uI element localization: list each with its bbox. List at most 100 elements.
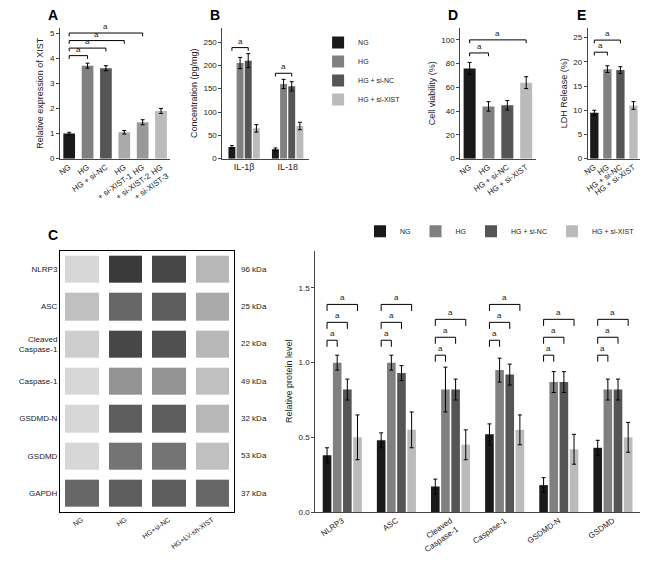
svg-text:1.5: 1.5 <box>298 284 310 293</box>
svg-text:37 kDa: 37 kDa <box>241 489 267 498</box>
svg-text:HG: HG <box>596 163 611 177</box>
svg-text:a: a <box>94 30 99 39</box>
svg-text:LDH Release (%): LDH Release (%) <box>559 58 569 128</box>
svg-text:0: 0 <box>50 154 55 163</box>
svg-text:a: a <box>551 326 556 335</box>
svg-text:a: a <box>438 344 443 353</box>
svg-text:a: a <box>502 293 507 302</box>
svg-text:HG: HG <box>76 163 91 177</box>
svg-text:HG + si-NC: HG + si-NC <box>511 228 547 235</box>
svg-text:IL-1β: IL-1β <box>234 162 255 172</box>
svg-text:80: 80 <box>446 59 455 68</box>
svg-text:96 kDa: 96 kDa <box>241 265 267 274</box>
svg-text:a: a <box>600 344 605 353</box>
svg-text:200: 200 <box>203 61 217 70</box>
svg-text:Cell viability (%): Cell viability (%) <box>427 61 437 125</box>
svg-text:IL-18: IL-18 <box>277 162 298 172</box>
svg-text:0: 0 <box>212 154 217 163</box>
svg-text:CleavedCaspase-1: CleavedCaspase-1 <box>19 335 58 354</box>
svg-text:a: a <box>492 329 497 338</box>
svg-text:a: a <box>384 329 389 338</box>
svg-text:0.5: 0.5 <box>298 433 310 442</box>
svg-text:a: a <box>477 42 482 51</box>
svg-text:HG+LV-sh-XIST: HG+LV-sh-XIST <box>170 515 215 550</box>
svg-text:NLRP3: NLRP3 <box>319 516 346 538</box>
svg-text:HG: HG <box>358 58 369 65</box>
svg-text:a: a <box>340 293 345 302</box>
svg-text:NLRP3: NLRP3 <box>32 265 58 274</box>
svg-text:a: a <box>389 311 394 320</box>
svg-text:a: a <box>610 308 615 317</box>
svg-text:40: 40 <box>446 107 455 116</box>
svg-text:a: a <box>556 308 561 317</box>
svg-text:HG+si-NC: HG+si-NC <box>141 516 171 540</box>
svg-text:250: 250 <box>203 38 217 47</box>
svg-text:HG + si-XIST: HG + si-XIST <box>486 163 530 198</box>
svg-text:a: a <box>546 344 551 353</box>
svg-text:A: A <box>48 7 58 23</box>
svg-text:1.0: 1.0 <box>298 358 310 367</box>
svg-text:0: 0 <box>450 154 455 163</box>
svg-text:HG+ si-XIST-2: HG+ si-XIST-2 <box>108 163 152 202</box>
svg-text:a: a <box>335 311 340 320</box>
svg-text:50: 50 <box>208 131 217 140</box>
svg-text:Caspase-1: Caspase-1 <box>471 516 508 546</box>
svg-text:CleavedCaspase-1: CleavedCaspase-1 <box>417 516 460 554</box>
svg-text:Concentration (pg/mg): Concentration (pg/mg) <box>189 49 199 139</box>
svg-text:NG: NG <box>358 39 369 46</box>
svg-text:a: a <box>281 62 286 71</box>
svg-text:B: B <box>210 7 220 23</box>
svg-text:15: 15 <box>573 82 582 91</box>
svg-text:5: 5 <box>50 29 55 38</box>
svg-text:GSDMD-N: GSDMD-N <box>526 516 563 545</box>
svg-text:0.0: 0.0 <box>298 508 310 517</box>
svg-text:49 kDa: 49 kDa <box>241 377 267 386</box>
svg-text:2: 2 <box>50 104 55 113</box>
svg-text:D: D <box>448 7 458 23</box>
svg-text:20: 20 <box>573 58 582 67</box>
svg-text:a: a <box>497 311 502 320</box>
svg-text:60: 60 <box>446 83 455 92</box>
svg-text:HG + si-NC: HG + si-NC <box>472 163 511 194</box>
svg-text:HG + si-XIST: HG + si-XIST <box>593 163 637 198</box>
svg-text:HG: HG <box>456 228 467 235</box>
svg-text:a: a <box>448 308 453 317</box>
svg-text:C: C <box>48 227 58 243</box>
svg-text:HG+ si-XIST-3: HG+ si-XIST-3 <box>127 163 171 202</box>
svg-text:NG: NG <box>400 228 411 235</box>
svg-text:ASC: ASC <box>41 302 58 311</box>
svg-text:a: a <box>598 41 603 50</box>
svg-text:a: a <box>238 37 243 46</box>
svg-text:HG + si-XIST: HG + si-XIST <box>358 96 400 103</box>
svg-text:a: a <box>605 326 610 335</box>
svg-text:a: a <box>85 37 90 46</box>
svg-text:a: a <box>605 29 610 38</box>
svg-text:HG + si-NC: HG + si-NC <box>358 77 394 84</box>
svg-text:Relative protein level: Relative protein level <box>284 340 294 424</box>
svg-text:HG + si-NC: HG + si-NC <box>585 163 624 194</box>
svg-text:HG + si-NC: HG + si-NC <box>71 163 110 194</box>
svg-text:a: a <box>495 29 500 38</box>
svg-text:100: 100 <box>441 36 455 45</box>
svg-text:3: 3 <box>50 79 55 88</box>
svg-text:NG: NG <box>72 516 85 528</box>
svg-text:HG: HG <box>115 516 128 528</box>
svg-text:100: 100 <box>203 108 217 117</box>
svg-text:10: 10 <box>573 106 582 115</box>
svg-text:ASC: ASC <box>381 516 400 533</box>
svg-text:GSDMD-N: GSDMD-N <box>19 414 57 423</box>
svg-text:25: 25 <box>573 33 582 42</box>
svg-text:a: a <box>394 293 399 302</box>
svg-text:a: a <box>76 45 81 54</box>
svg-text:HG+ si-XIST-1: HG+ si-XIST-1 <box>90 163 134 202</box>
svg-text:1: 1 <box>50 129 55 138</box>
svg-text:GSDMD: GSDMD <box>28 452 58 461</box>
svg-text:GSDMD: GSDMD <box>587 516 617 541</box>
svg-text:150: 150 <box>203 84 217 93</box>
svg-text:Caspase-1: Caspase-1 <box>19 377 58 386</box>
svg-text:20: 20 <box>446 131 455 140</box>
svg-text:Relative expression of XIST: Relative expression of XIST <box>35 37 45 149</box>
svg-text:NG: NG <box>58 163 73 177</box>
svg-text:4: 4 <box>50 54 55 63</box>
svg-text:HG: HG <box>477 163 492 177</box>
